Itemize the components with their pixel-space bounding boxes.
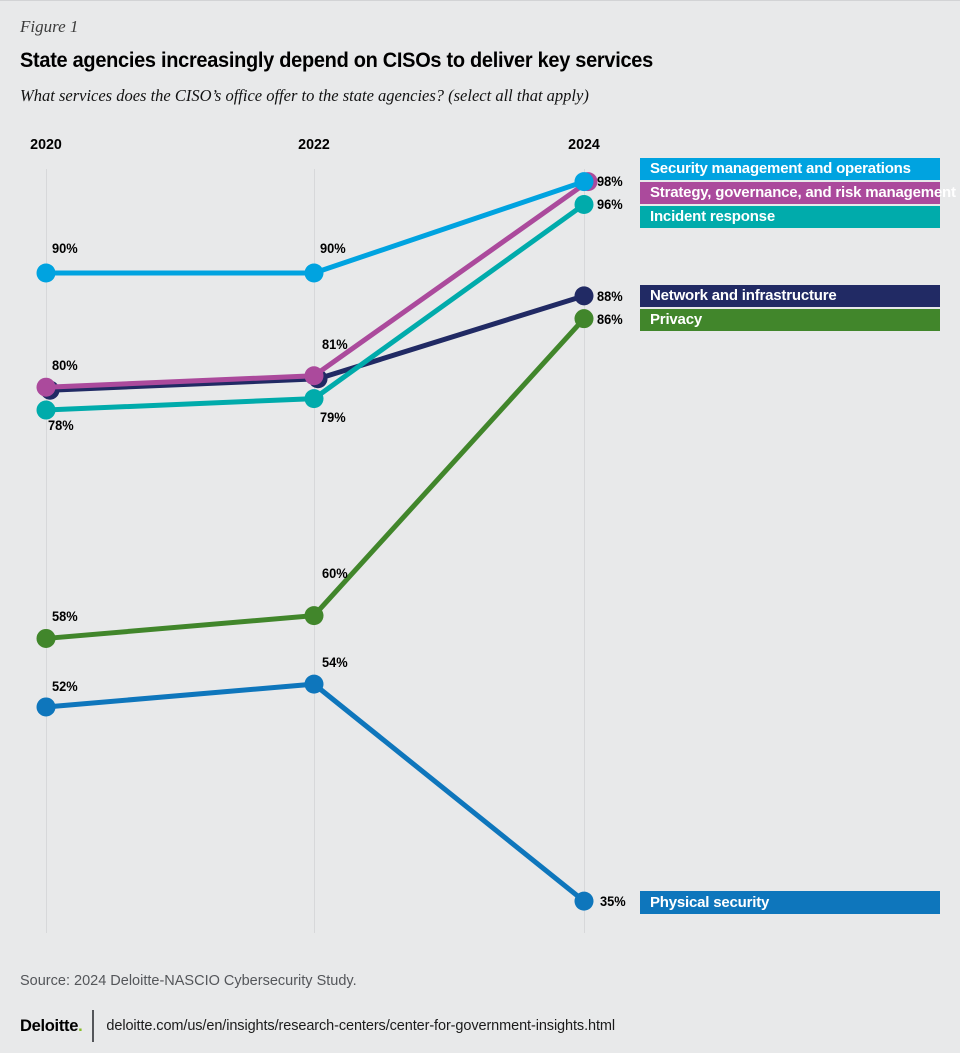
value-label-physical-security-2020: 52%	[52, 678, 78, 694]
value-label-incident-response-2020: 78%	[48, 418, 74, 434]
legend-item-physical-security: Physical security	[640, 891, 940, 914]
data-point-incident-response-2022	[304, 389, 324, 409]
axis-label-2022: 2022	[298, 136, 330, 153]
chart-subtitle: What services does the CISO’s office off…	[20, 86, 589, 105]
value-label-privacy-2024: 86%	[597, 311, 623, 327]
footer-url: deloitte.com/us/en/insights/research-cen…	[106, 1018, 615, 1034]
footer: Deloitte. deloitte.com/us/en/insights/re…	[20, 1009, 615, 1043]
legend-item-privacy: Privacy	[640, 309, 940, 331]
value-label-incident-response-2022: 79%	[320, 409, 346, 425]
series-line-physical-security	[45, 681, 586, 904]
data-point-privacy-2022	[304, 606, 324, 626]
legend-item-network-and-infrastructure: Network and infrastructure	[640, 285, 940, 307]
value-label-physical-security-2022: 54%	[322, 655, 348, 671]
footer-divider	[92, 1010, 95, 1042]
legend-item-security-management-and-operations: Security management and operations	[640, 158, 940, 180]
gridline-2022	[314, 169, 315, 933]
data-point-physical-security-2020	[36, 697, 56, 717]
value-label-security-management-and-operations-2020: 90%	[52, 241, 78, 256]
value-label-security-management-and-operations-2022: 90%	[320, 241, 346, 256]
data-point-privacy-2024	[574, 309, 594, 329]
series-line-strategy-governance-and-risk-management	[45, 179, 590, 390]
data-point-incident-response-2024	[574, 194, 594, 214]
series-line-security-management-and-operations	[46, 179, 585, 276]
figure-label: Figure 1	[20, 17, 79, 36]
data-point-privacy-2020	[36, 628, 56, 648]
gridline-2020	[46, 169, 47, 933]
value-label-security-management-and-operations-2024: 98%	[597, 173, 623, 189]
data-point-strategy-governance-and-risk-management-2020	[36, 377, 56, 397]
value-label-strategy-governance-and-risk-management-2020: 80%	[52, 358, 78, 374]
data-point-physical-security-2022	[304, 674, 324, 694]
data-point-strategy-governance-and-risk-management-2022	[304, 366, 324, 386]
data-point-network-and-infrastructure-2024	[574, 286, 594, 306]
value-label-physical-security-2024: 35%	[600, 894, 626, 910]
data-point-security-management-and-operations-2022	[304, 263, 324, 283]
gridline-2024	[584, 169, 585, 933]
data-point-security-management-and-operations-2020	[36, 263, 56, 283]
chart-title: State agencies increasingly depend on CI…	[20, 49, 653, 72]
data-point-incident-response-2020	[36, 400, 56, 420]
axis-label-2024: 2024	[568, 136, 600, 153]
axis-label-2020: 2020	[30, 136, 62, 153]
data-point-physical-security-2024	[574, 891, 594, 911]
deloitte-logo-green-dot: .	[78, 1016, 83, 1035]
value-label-privacy-2022: 60%	[322, 565, 348, 581]
value-label-privacy-2020: 58%	[52, 609, 78, 625]
value-label-network-and-infrastructure-2024: 88%	[597, 288, 623, 304]
legend-item-strategy-governance-and-risk-management: Strategy, governance, and risk managemen…	[640, 182, 956, 204]
deloitte-logo: Deloitte.	[20, 1016, 83, 1035]
legend-item-incident-response: Incident response	[640, 206, 940, 228]
data-point-security-management-and-operations-2024	[574, 172, 594, 192]
value-label-incident-response-2024: 96%	[597, 197, 623, 213]
value-label-strategy-governance-and-risk-management-2022: 81%	[322, 336, 348, 352]
source-note: Source: 2024 Deloitte-NASCIO Cybersecuri…	[20, 973, 357, 989]
